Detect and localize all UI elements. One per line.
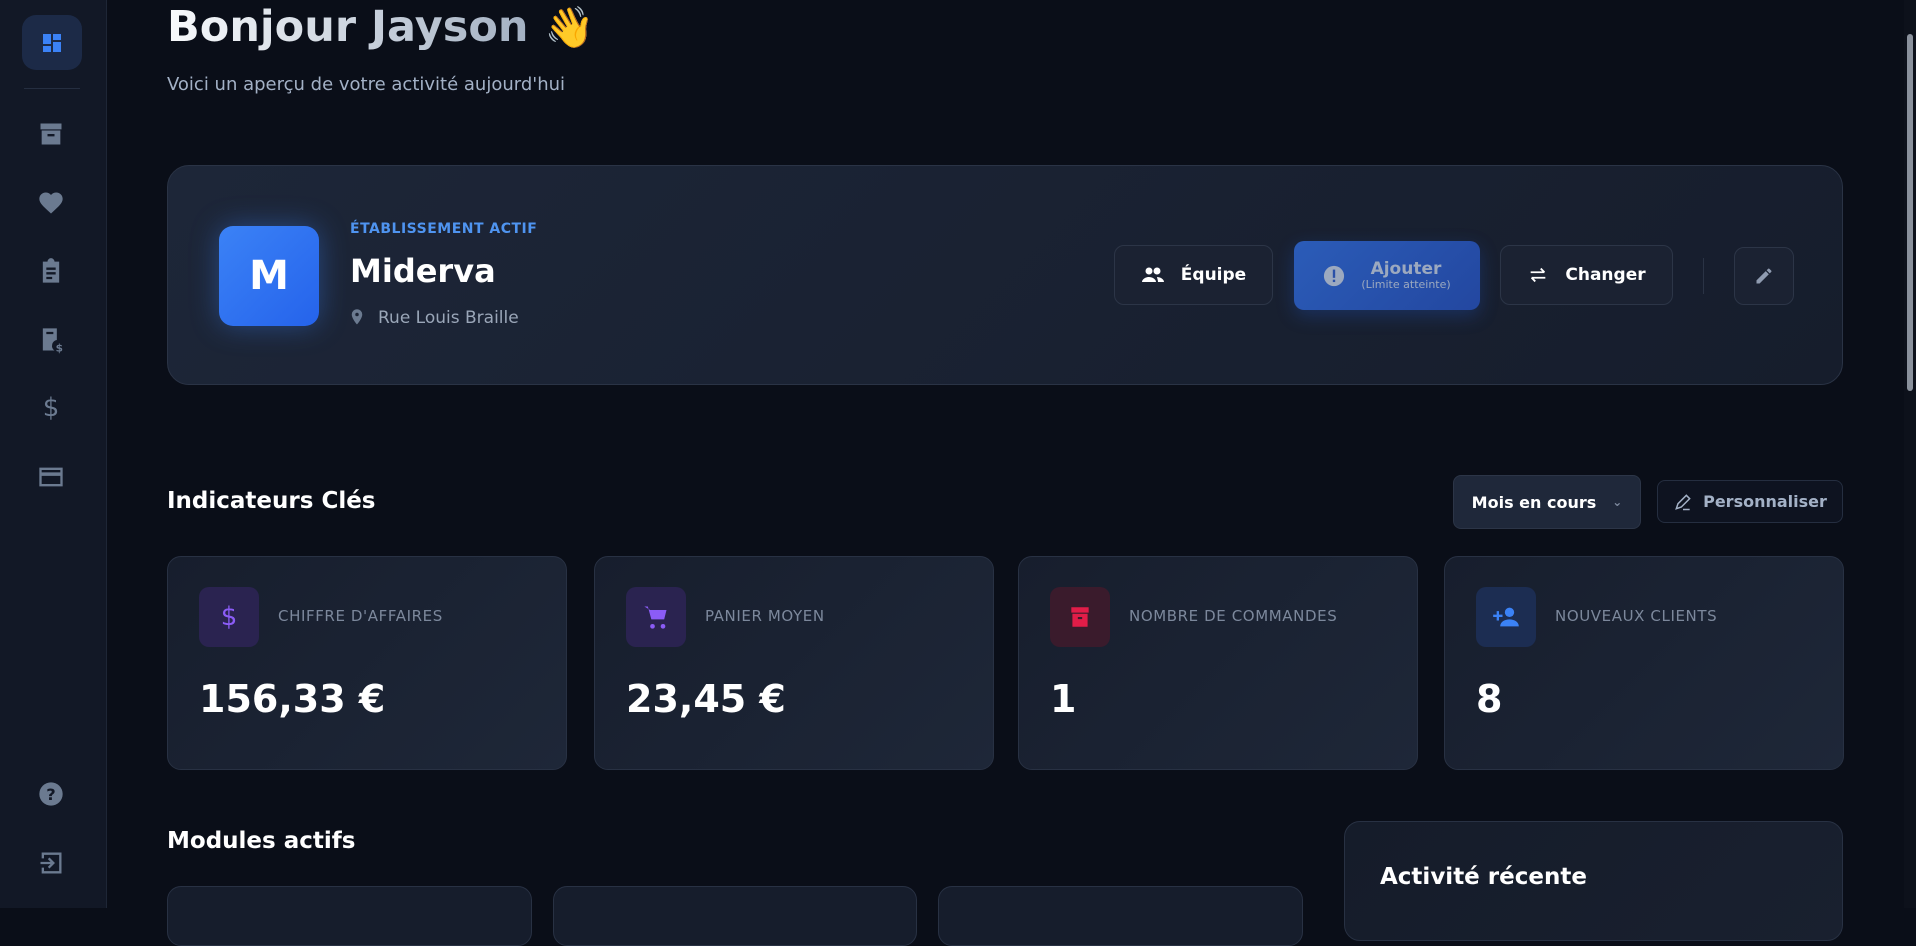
sidebar: $ $ ? [0,0,107,908]
person-add-icon [1476,587,1536,647]
add-establishment-button[interactable]: Ajouter (Limite atteinte) [1294,241,1480,310]
kpi-card-new-clients: NOUVEAUX CLIENTS 8 [1444,556,1844,770]
module-card[interactable] [938,886,1303,946]
establishment-card: M ÉTABLISSEMENT ACTIF Miderva Rue Louis … [167,165,1843,385]
period-value: Mois en cours [1471,492,1597,512]
sidebar-item-archive[interactable] [33,116,69,152]
scrollbar-thumb[interactable] [1907,34,1913,391]
heart-icon [39,192,63,214]
location-pin-icon [351,309,363,325]
pen-icon [1675,493,1691,510]
clipboard-icon [42,258,60,283]
customize-button[interactable]: Personnaliser [1657,480,1843,523]
cart-icon [626,587,686,647]
address-text: Rue Louis Braille [378,308,519,328]
dashboard-icon [43,33,61,52]
period-select[interactable]: Mois en cours ⌄ [1453,475,1641,529]
svg-text:$: $ [56,343,63,354]
establishment-name: Miderva [350,252,496,290]
sidebar-item-cards[interactable] [33,459,69,495]
team-label: Équipe [1180,265,1247,285]
dollar-icon: $ [42,393,60,423]
sidebar-item-help[interactable]: ? [33,776,69,812]
modules-section-title: Modules actifs [167,828,356,854]
establishment-label: ÉTABLISSEMENT ACTIF [350,221,538,237]
add-limit-note: (Limite atteinte) [1361,277,1451,291]
kpi-section-title: Indicateurs Clés [167,488,376,514]
waving-hand-icon: 👋 [544,4,595,51]
module-card[interactable] [553,886,917,946]
sidebar-divider [24,88,80,89]
kpi-value: 8 [1476,677,1503,721]
sidebar-item-logout[interactable] [33,845,69,881]
button-divider [1703,258,1704,294]
sidebar-item-favorites[interactable] [33,185,69,221]
chevron-down-icon: ⌄ [1612,495,1623,509]
recent-activity-card: Activité récente [1344,821,1843,941]
sidebar-item-dashboard[interactable] [22,15,82,70]
sidebar-item-reports[interactable] [33,253,69,289]
establishment-address: Rue Louis Braille [350,308,519,328]
archive-icon [40,123,62,145]
sidebar-item-invoices[interactable]: $ [33,322,69,358]
team-button[interactable]: Équipe [1114,245,1273,305]
invoice-icon: $ [42,328,63,354]
page-subtitle: Voici un aperçu de votre activité aujour… [167,74,566,95]
edit-establishment-button[interactable] [1734,247,1794,305]
switch-establishment-button[interactable]: Changer [1500,245,1673,305]
switch-label: Changer [1565,265,1646,285]
credit-card-icon [39,467,63,487]
kpi-value: 23,45 € [626,677,786,721]
kpi-card-revenue: $ CHIFFRE D'AFFAIRES 156,33 € [167,556,567,770]
kpi-card-average-basket: PANIER MOYEN 23,45 € [594,556,994,770]
establishment-avatar: M [219,226,319,326]
add-label: Ajouter [1370,259,1442,280]
kpi-value: 1 [1050,677,1077,721]
swap-arrows-icon [1531,267,1546,283]
customize-label: Personnaliser [1703,492,1827,511]
dollar-icon: $ [199,587,259,647]
people-icon [1141,267,1164,282]
svg-text:?: ? [46,785,55,804]
kpi-value: 156,33 € [199,677,386,721]
recent-activity-title: Activité récente [1380,864,1587,890]
kpi-card-orders: NOMBRE DE COMMANDES 1 [1018,556,1418,770]
alert-icon [1324,265,1345,286]
page-title: Bonjour Jayson 👋 [167,2,595,52]
archive-icon [1050,587,1110,647]
sidebar-item-payments[interactable]: $ [33,390,69,426]
pencil-icon [1756,268,1772,284]
kpi-label: NOMBRE DE COMMANDES [1129,607,1338,625]
kpi-label: PANIER MOYEN [705,607,825,625]
module-card[interactable] [167,886,532,946]
help-icon: ? [39,782,63,806]
logout-icon [40,852,62,874]
kpi-label: NOUVEAUX CLIENTS [1555,607,1718,625]
kpi-label: CHIFFRE D'AFFAIRES [278,607,443,625]
